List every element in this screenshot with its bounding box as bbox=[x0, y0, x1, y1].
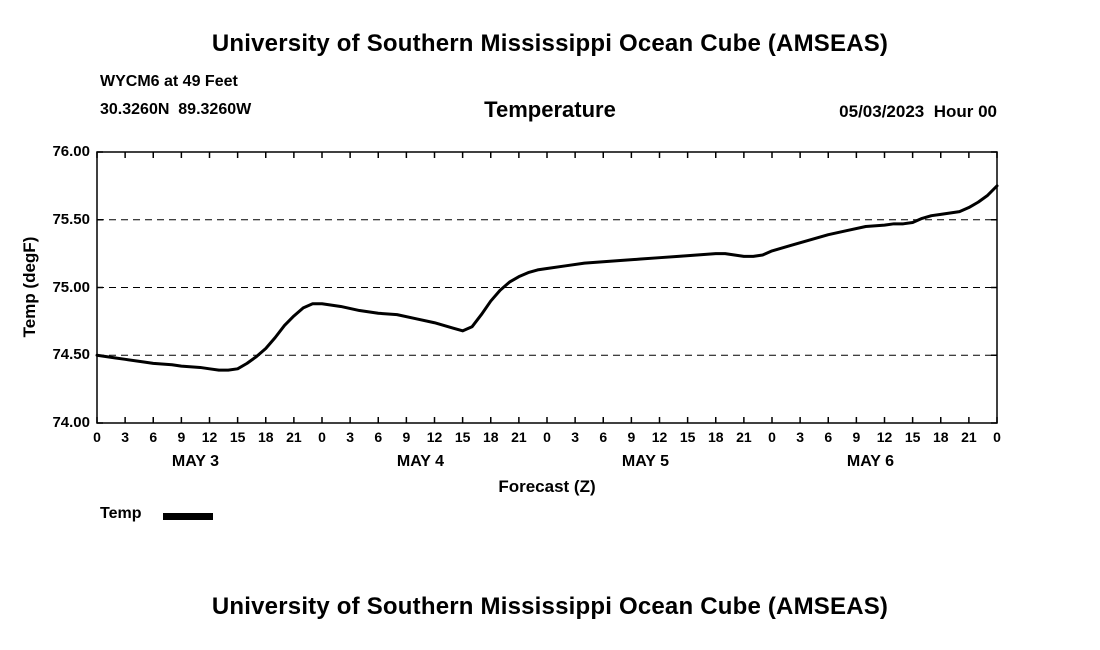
x-tick-label: 0 bbox=[318, 429, 326, 445]
x-tick-label: 3 bbox=[796, 429, 805, 445]
station-coordinates: 30.3260N 89.3260W bbox=[100, 101, 252, 118]
x-tick-label: 18 bbox=[257, 429, 274, 445]
x-tick-label: 3 bbox=[571, 429, 580, 445]
x-tick-label: 3 bbox=[346, 429, 355, 445]
x-tick-label: 6 bbox=[374, 429, 383, 445]
day-label: MAY 4 bbox=[396, 453, 444, 470]
day-label: MAY 3 bbox=[171, 453, 219, 470]
x-tick-label: 12 bbox=[426, 429, 443, 445]
x-tick-label: 3 bbox=[121, 429, 130, 445]
x-tick-label: 9 bbox=[177, 429, 186, 445]
forecast-datetime: 05/03/2023 Hour 00 bbox=[839, 102, 997, 121]
y-tick-label: 74.50 bbox=[52, 346, 90, 364]
x-tick-label: 6 bbox=[599, 429, 608, 445]
x-tick-label: 9 bbox=[402, 429, 411, 445]
x-tick-label: 21 bbox=[511, 429, 527, 445]
x-tick-label: 0 bbox=[768, 429, 776, 445]
x-tick-label: 15 bbox=[229, 429, 246, 445]
y-tick-label: 74.00 bbox=[52, 414, 90, 431]
day-label: MAY 5 bbox=[621, 453, 669, 470]
page-title: University of Southern Mississippi Ocean… bbox=[211, 30, 889, 57]
legend-swatch bbox=[163, 513, 213, 520]
x-tick-label: 15 bbox=[679, 429, 696, 445]
x-tick-label: 15 bbox=[454, 429, 471, 445]
chart-title: Temperature bbox=[484, 97, 616, 122]
x-tick-label: 12 bbox=[876, 429, 893, 445]
x-tick-label: 21 bbox=[961, 429, 977, 445]
x-tick-label: 6 bbox=[149, 429, 158, 445]
y-tick-label: 75.00 bbox=[52, 278, 90, 296]
x-tick-label: 12 bbox=[651, 429, 668, 445]
x-tick-label: 6 bbox=[824, 429, 833, 445]
x-tick-label: 18 bbox=[707, 429, 724, 445]
y-tick-label: 76.00 bbox=[52, 143, 90, 160]
x-tick-label: 0 bbox=[93, 429, 101, 445]
x-tick-label: 9 bbox=[852, 429, 861, 445]
x-tick-label: 12 bbox=[201, 429, 218, 445]
x-tick-label: 18 bbox=[482, 429, 499, 445]
x-tick-label: 0 bbox=[543, 429, 551, 445]
y-tick-label: 75.50 bbox=[52, 210, 90, 228]
day-label: MAY 6 bbox=[846, 453, 894, 470]
x-tick-label: 18 bbox=[932, 429, 949, 445]
station-label: WYCM6 at 49 Feet bbox=[100, 73, 238, 90]
bottom-page-title: University of Southern Mississippi Ocean… bbox=[211, 593, 889, 620]
x-tick-label: 15 bbox=[904, 429, 921, 445]
series-line-temp bbox=[95, 184, 999, 372]
x-tick-label: 21 bbox=[286, 429, 302, 445]
x-tick-label: 21 bbox=[736, 429, 752, 445]
x-axis-label: Forecast (Z) bbox=[498, 477, 596, 496]
x-tick-label: 9 bbox=[627, 429, 636, 445]
legend-label: Temp bbox=[100, 505, 142, 522]
x-tick-label: 0 bbox=[993, 429, 1001, 445]
